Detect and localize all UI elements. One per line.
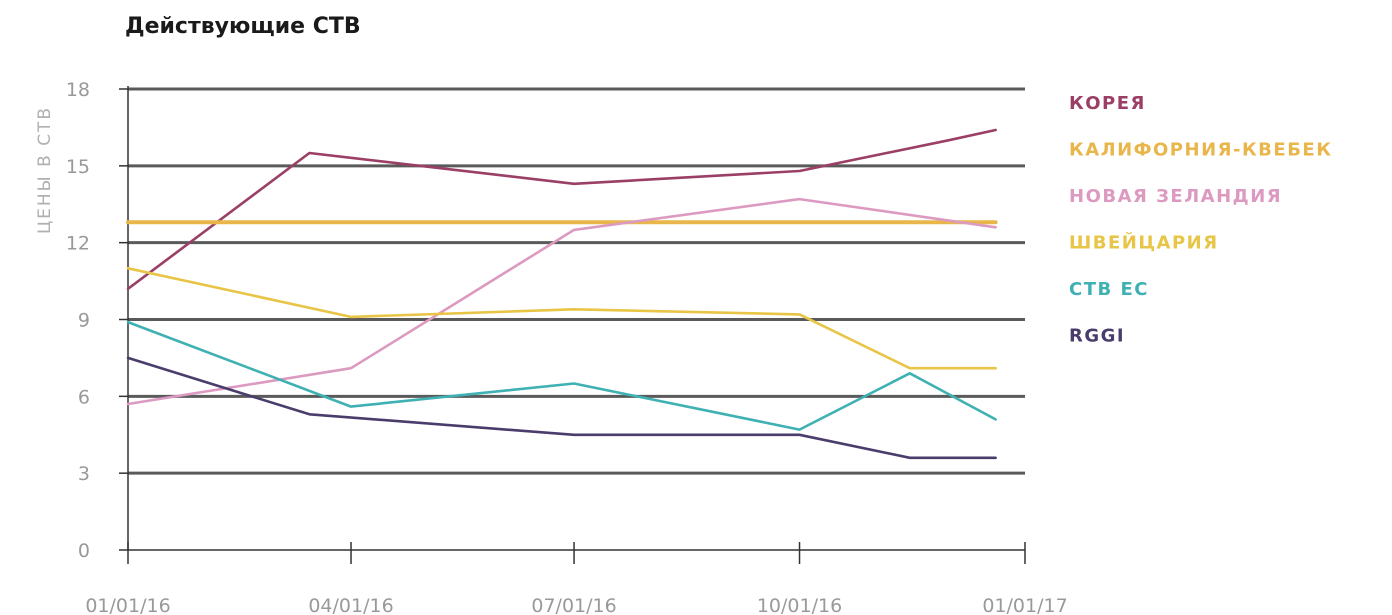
y-tick-label: 0 xyxy=(78,540,90,562)
x-tick-label: 10/01/16 xyxy=(757,595,842,615)
y-tick-label: 9 xyxy=(78,310,90,332)
y-tick-labels: 0 3 6 9 12 15 18 xyxy=(66,79,90,562)
series-line-6 xyxy=(126,356,997,460)
legend-item: СТВ ЕС xyxy=(1069,279,1149,300)
series-line-5 xyxy=(126,320,997,431)
axes xyxy=(119,86,1026,564)
series-line-3 xyxy=(126,197,997,406)
x-tick-label: 07/01/16 xyxy=(531,595,616,615)
legend-item: НОВАЯ ЗЕЛАНДИЯ xyxy=(1069,186,1282,207)
x-tick-label: 04/01/16 xyxy=(308,595,393,615)
y-tick-label: 12 xyxy=(66,233,90,255)
grid-lines xyxy=(128,87,1025,475)
legend-item: КОРЕЯ xyxy=(1069,93,1146,114)
legend-item: ШВЕЙЦАРИЯ xyxy=(1069,232,1219,254)
y-tick-label: 18 xyxy=(66,79,90,101)
legend-item: RGGI xyxy=(1069,326,1125,347)
y-tick-label: 15 xyxy=(66,156,90,178)
y-tick-label: 6 xyxy=(78,386,90,408)
y-tick-label: 3 xyxy=(78,463,90,485)
x-tick-label: 01/01/16 xyxy=(85,595,170,615)
y-axis-label: ЦЕНЫ В СТВ xyxy=(35,106,55,234)
series-line-4 xyxy=(126,266,997,370)
chart-title: Действующие СТВ xyxy=(125,14,361,39)
series-lines xyxy=(126,128,998,460)
series-line-1 xyxy=(126,128,997,291)
x-tick-label: 01/01/17 xyxy=(982,595,1067,615)
legend-item: КАЛИФОРНИЯ-КВЕБЕК xyxy=(1069,140,1332,161)
x-tick-labels: 01/01/16 04/01/16 07/01/16 10/01/16 01/01/17 xyxy=(85,595,1067,615)
legend: КОРЕЯ КАЛИФОРНИЯ-КВЕБЕК НОВАЯ ЗЕЛАНДИЯ ШВЕЙ… xyxy=(1069,93,1332,347)
